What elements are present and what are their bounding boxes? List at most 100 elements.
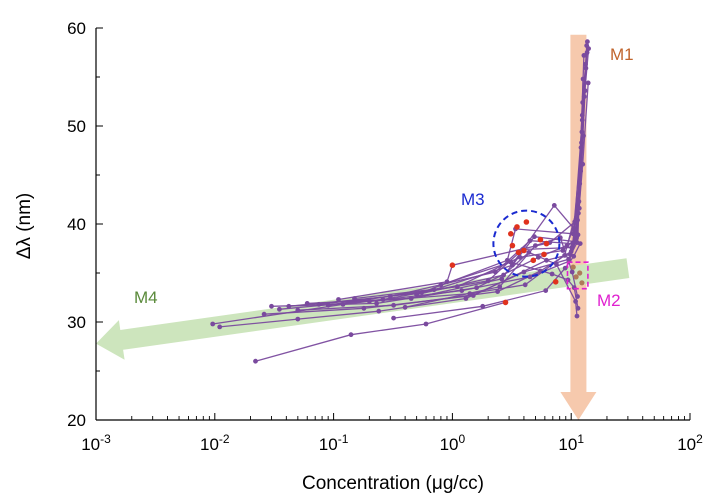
data-point-18-3 xyxy=(549,271,555,277)
data-point-15-6 xyxy=(577,241,583,247)
y-tick-label: 20 xyxy=(67,411,86,430)
data-point-15-1 xyxy=(391,315,396,321)
data-point-3-4 xyxy=(463,296,469,301)
data-point-10-6 xyxy=(578,145,584,151)
data-point-10-7 xyxy=(583,61,588,67)
data-point-5-2 xyxy=(374,301,379,306)
x-tick-label: 102 xyxy=(677,432,703,454)
data-point-2-7 xyxy=(580,100,586,105)
data-point-14-2 xyxy=(467,291,473,296)
data-point-9-2 xyxy=(408,296,414,301)
data-point-2-4 xyxy=(527,274,533,280)
data-point-2-1 xyxy=(210,321,216,327)
m2-point-2 xyxy=(573,274,579,280)
x-tick-label: 10-3 xyxy=(81,432,111,454)
data-point-5-3 xyxy=(474,285,479,291)
y-tick-label: 40 xyxy=(67,215,86,234)
highlight-point-4 xyxy=(514,224,520,230)
highlight-point-3 xyxy=(508,231,514,237)
region-m3-circle xyxy=(492,209,561,278)
data-point-6-6 xyxy=(576,205,582,211)
m2-point-1 xyxy=(570,264,576,270)
data-point-12-1 xyxy=(336,297,341,302)
series-line-1 xyxy=(255,301,506,362)
data-point-8-2 xyxy=(391,302,396,308)
data-point-18-2 xyxy=(508,259,514,265)
highlight-point-12 xyxy=(552,279,559,285)
y-axis-title: Δλ (nm) xyxy=(14,193,35,260)
data-point-10-1 xyxy=(316,302,322,307)
data-point-14-6 xyxy=(581,133,586,139)
data-point-1-1 xyxy=(253,358,258,364)
x-tick-label: 10-2 xyxy=(200,432,230,454)
series-points xyxy=(210,39,591,364)
highlight-point-11 xyxy=(541,251,547,258)
data-point-9-6 xyxy=(577,181,583,187)
data-point-15-5 xyxy=(571,253,577,259)
data-point-11-2 xyxy=(431,287,437,293)
highlight-point-13 xyxy=(521,247,527,254)
series-lines xyxy=(212,41,590,362)
data-point-11-4 xyxy=(532,234,537,240)
data-point-9-7 xyxy=(581,94,587,99)
data-point-6-5 xyxy=(569,245,575,250)
data-point-6-7 xyxy=(582,88,588,94)
data-point-10-3 xyxy=(504,257,510,263)
data-point-8-7 xyxy=(579,112,585,118)
data-point-8-5 xyxy=(568,249,574,254)
highlight-point-7 xyxy=(543,240,550,247)
data-point-16-6 xyxy=(575,294,580,299)
data-point-4-3 xyxy=(470,293,476,298)
m2-point-3 xyxy=(577,270,583,276)
region-m2-box xyxy=(566,261,589,290)
data-point-5-7 xyxy=(581,53,587,58)
data-point-3-2 xyxy=(295,316,301,322)
data-point-11-6 xyxy=(579,140,584,146)
data-point-4-1 xyxy=(261,311,267,317)
highlight-point-8 xyxy=(515,249,522,256)
data-point-11-7 xyxy=(584,50,590,55)
data-point-17-3 xyxy=(526,250,532,255)
highlight-point-9 xyxy=(530,257,537,264)
y-axis: 20 30 40 50 60 xyxy=(67,19,103,430)
data-point-6-3 xyxy=(485,278,491,284)
data-point-7-3 xyxy=(493,269,498,275)
plot-frame xyxy=(95,28,690,421)
x-axis: 10-3 10-2 10-1 100 101 102 xyxy=(81,413,703,454)
data-point-12-5 xyxy=(572,219,578,225)
data-point-17-5 xyxy=(573,299,578,304)
data-point-3-6 xyxy=(566,256,571,262)
data-point-11-5 xyxy=(572,239,578,245)
data-point-1-2 xyxy=(348,332,354,338)
data-point-14-4 xyxy=(562,253,567,258)
data-point-8-1 xyxy=(295,307,301,313)
highlight-point-5 xyxy=(523,219,530,225)
data-point-13-6 xyxy=(580,161,586,167)
data-point-5-6 xyxy=(576,210,581,216)
highlight-point-6 xyxy=(537,236,544,243)
data-point-5-4 xyxy=(536,254,541,260)
data-point-17-2 xyxy=(501,272,506,278)
annotation-m4: M4 xyxy=(134,288,158,307)
data-point-9-4 xyxy=(551,203,557,208)
data-point-2-2 xyxy=(340,302,346,307)
data-point-11-1 xyxy=(325,302,331,308)
data-point-7-7 xyxy=(583,65,589,71)
highlight-point-10 xyxy=(509,242,516,249)
highlight-point-2 xyxy=(502,299,509,306)
data-point-8-3 xyxy=(495,289,500,294)
data-point-17-6 xyxy=(574,313,580,319)
data-point-3-1 xyxy=(217,324,223,330)
x-tick-label: 100 xyxy=(440,432,466,454)
data-point-12-2 xyxy=(444,279,450,285)
data-point-17-1 xyxy=(414,292,419,297)
m2-point-4 xyxy=(579,280,585,286)
data-point-15-4 xyxy=(562,265,568,271)
data-point-10-5 xyxy=(570,231,576,237)
x-axis-title: Concentration (μg/cc) xyxy=(302,473,484,494)
data-point-17-4 xyxy=(554,261,559,267)
data-point-2-3 xyxy=(459,288,465,293)
series-line-18 xyxy=(440,261,579,309)
data-point-3-3 xyxy=(376,308,382,314)
